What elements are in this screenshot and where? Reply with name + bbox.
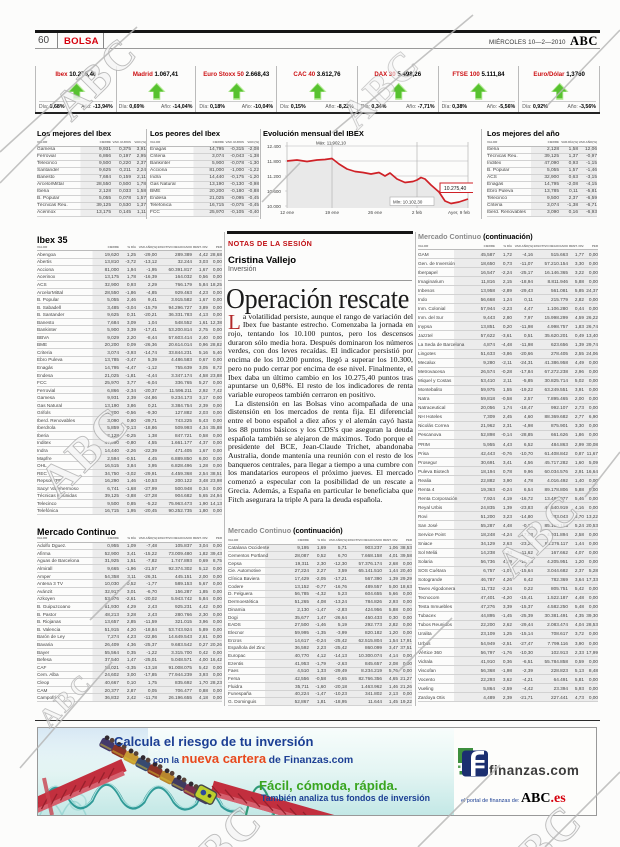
svg-text:12.400: 12.400 — [267, 144, 281, 149]
svg-text:Mín: 10.102,30: Mín: 10.102,30 — [393, 199, 423, 204]
svg-text:finanzas.com: finanzas.com — [489, 763, 579, 778]
svg-text:10.275,40: 10.275,40 — [444, 186, 466, 192]
svg-text:2 feb: 2 feb — [412, 210, 423, 215]
svg-text:10.600: 10.600 — [267, 189, 281, 194]
svg-text:Máx: 11.902,10: Máx: 11.902,10 — [316, 141, 346, 146]
svg-text:19 ene: 19 ene — [325, 210, 339, 215]
svg-text:Ayer, 9 feb: Ayer, 9 feb — [448, 210, 470, 215]
svg-text:10.000: 10.000 — [267, 204, 281, 209]
svg-text:26 ene: 26 ene — [368, 210, 382, 215]
svg-text:11.800: 11.800 — [267, 159, 281, 164]
svg-text:12 ene: 12 ene — [280, 210, 294, 215]
svg-text:11.200: 11.200 — [267, 174, 281, 179]
